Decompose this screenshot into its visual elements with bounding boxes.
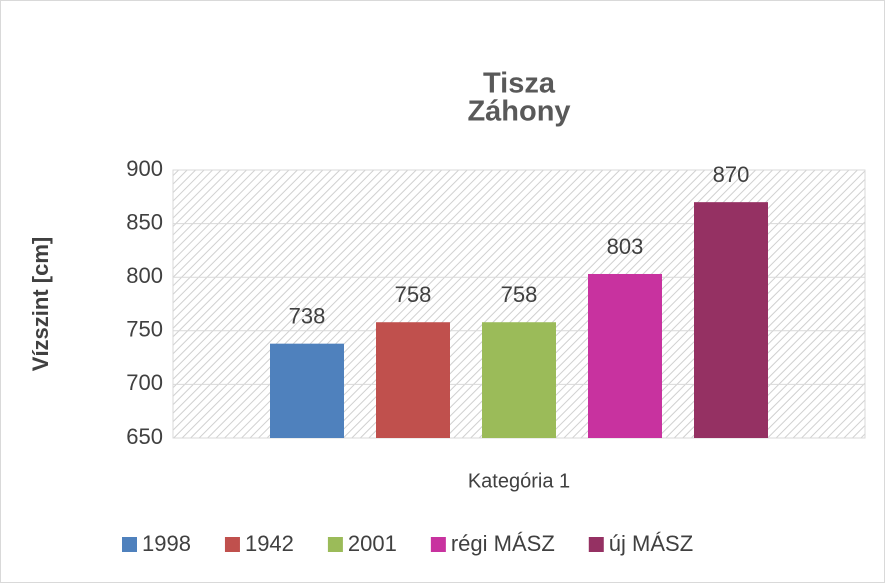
chart-title: Záhony (467, 96, 570, 128)
legend-swatch (327, 537, 343, 552)
legend-label: 2001 (348, 531, 397, 556)
bar (270, 343, 344, 438)
chart-title: Tisza (483, 68, 556, 100)
legend-label: 1998 (142, 531, 191, 556)
legend-label: új MÁSZ (609, 531, 693, 556)
x-tick-label: Kategória 1 (468, 470, 570, 492)
legend-label: régi MÁSZ (451, 531, 555, 556)
legend-label: 1942 (245, 531, 294, 556)
data-label: 870 (713, 162, 750, 187)
y-tick-label: 650 (126, 424, 163, 449)
legend-swatch (430, 537, 446, 552)
bar (588, 273, 662, 438)
bar (376, 322, 450, 438)
legend-swatch (588, 537, 604, 552)
data-label: 758 (501, 282, 538, 307)
legend-swatch (122, 537, 137, 552)
data-label: 738 (289, 303, 326, 328)
y-axis-label: Vízszint [cm] (28, 237, 53, 371)
data-label: 803 (607, 234, 644, 259)
y-tick-label: 850 (126, 209, 163, 234)
y-tick-label: 900 (126, 156, 163, 181)
y-tick-label: 800 (126, 263, 163, 288)
y-tick-label: 700 (126, 370, 163, 395)
bar (694, 202, 768, 438)
legend-swatch (224, 537, 240, 552)
y-tick-label: 750 (126, 317, 163, 342)
bar (482, 322, 556, 438)
data-label: 758 (395, 282, 432, 307)
